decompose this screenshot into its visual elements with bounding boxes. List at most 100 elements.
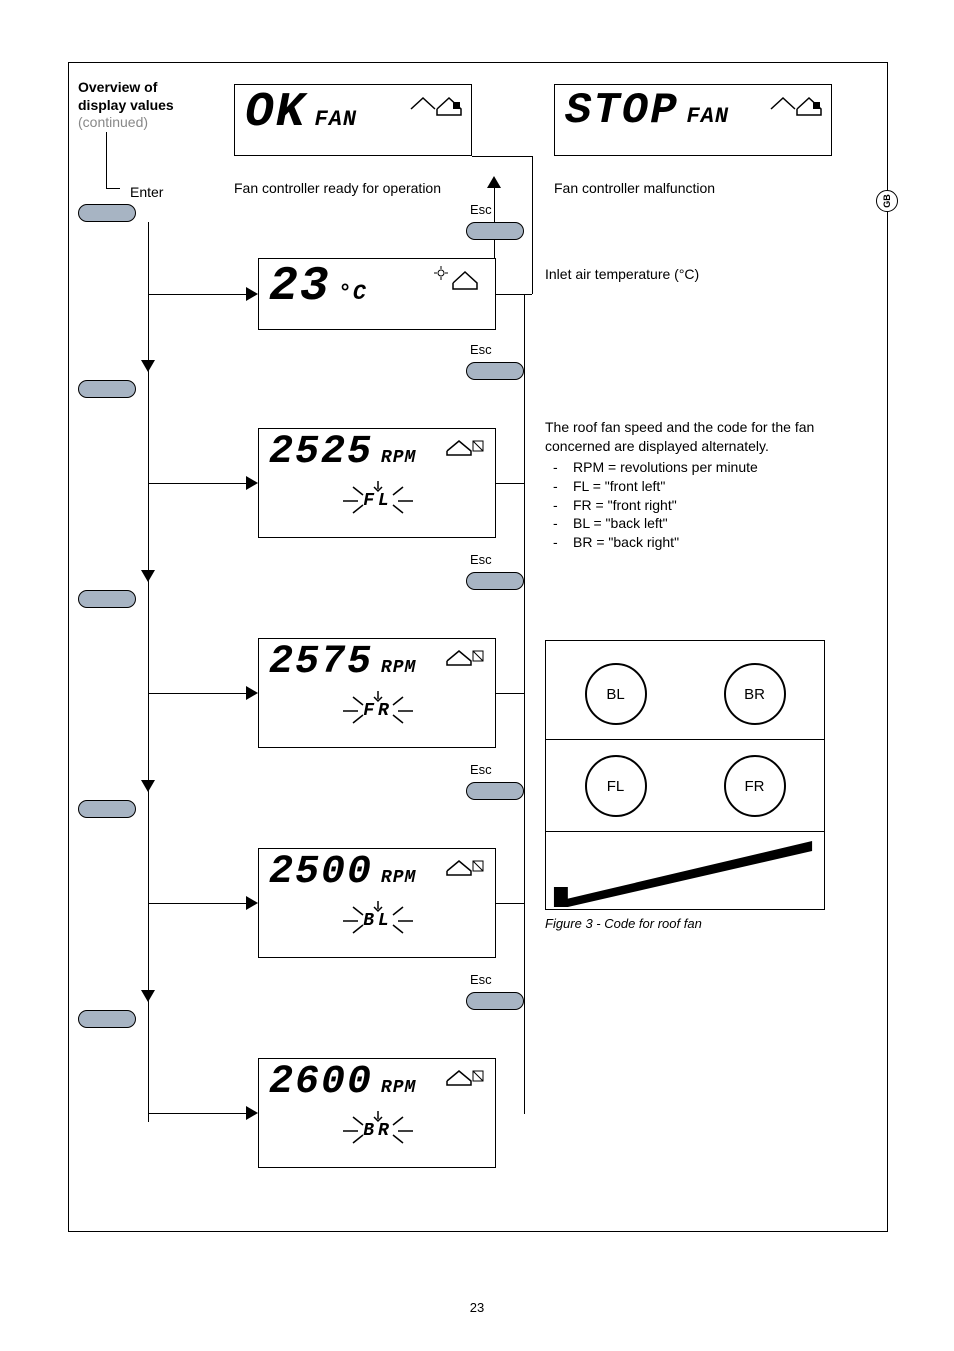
fan-fl: FL <box>585 755 647 817</box>
section-title-line2: display values <box>78 97 174 113</box>
lcd-fr-main: 2575 <box>269 643 373 683</box>
language-code: GB <box>882 194 892 208</box>
divider <box>546 739 824 740</box>
connector <box>148 1113 246 1114</box>
lcd-fl-main: 2525 <box>269 433 373 473</box>
rpm-description: The roof fan speed and the code for the … <box>545 418 845 554</box>
connector <box>148 693 246 694</box>
lcd-br: 2600 RPM BR <box>258 1058 496 1168</box>
esc-button[interactable] <box>466 782 524 800</box>
house-icon <box>443 855 487 877</box>
house-icon <box>443 1065 487 1087</box>
lcd-bl: 2500 RPM BL <box>258 848 496 958</box>
rpm-item: FL = "front left" <box>545 477 845 496</box>
cab-front-icon <box>546 829 824 909</box>
lcd-ok-caption: Fan controller ready for operation <box>234 180 441 196</box>
svg-text:FL: FL <box>363 491 393 511</box>
lcd-fl: 2525 RPM FL <box>258 428 496 538</box>
connector <box>496 294 532 295</box>
lcd-br-main: 2600 <box>269 1063 373 1103</box>
esc-button[interactable] <box>466 572 524 590</box>
connector <box>148 483 246 484</box>
down-arrow-icon <box>141 570 155 582</box>
lcd-stop: STOP FAN <box>554 84 832 156</box>
fan-bl: BL <box>585 663 647 725</box>
lcd-ok-unit: FAN <box>315 107 358 132</box>
lcd-fl-unit: RPM <box>381 448 416 468</box>
lcd-br-unit: RPM <box>381 1078 416 1098</box>
right-arrow-icon <box>246 287 258 301</box>
rpm-list: RPM = revolutions per minute FL = "front… <box>545 458 845 552</box>
svg-text:FR: FR <box>363 701 393 721</box>
fan-fr: FR <box>724 755 786 817</box>
nav-button[interactable] <box>78 1010 136 1028</box>
esc-button[interactable] <box>466 992 524 1010</box>
lcd-bl-main: 2500 <box>269 853 373 893</box>
up-arrow-icon <box>487 176 501 188</box>
fan-rays-icon: FR <box>318 689 438 725</box>
section-subtitle: (continued) <box>78 114 148 130</box>
right-arrow-icon <box>246 896 258 910</box>
svg-text:BL: BL <box>363 911 393 931</box>
lcd-temp-unit: °C <box>339 281 367 306</box>
nav-button[interactable] <box>78 800 136 818</box>
roof-caption: Figure 3 - Code for roof fan <box>545 916 702 931</box>
enter-button[interactable] <box>78 204 136 222</box>
rpm-item: BL = "back left" <box>545 514 845 533</box>
connector <box>496 483 524 484</box>
page-number: 23 <box>0 1300 954 1315</box>
lcd-fr-unit: RPM <box>381 658 416 678</box>
down-arrow-icon <box>141 990 155 1002</box>
lcd-temp: 23 °C <box>258 258 496 330</box>
house-sun-icon <box>433 265 487 291</box>
house-icon <box>409 91 463 117</box>
lcd-temp-main: 23 <box>269 263 331 311</box>
lcd-bl-sub: BL <box>269 899 487 942</box>
connector <box>148 294 246 295</box>
connector <box>106 132 107 188</box>
lcd-stop-unit: FAN <box>687 104 730 129</box>
fan-rays-icon: BR <box>318 1109 438 1145</box>
lcd-stop-main: STOP <box>565 89 679 133</box>
esc-label: Esc <box>470 342 492 357</box>
connector <box>496 903 524 904</box>
right-arrow-icon <box>246 1106 258 1120</box>
connector-esc-trunk <box>524 294 525 1114</box>
connector <box>106 188 120 189</box>
fan-br: BR <box>724 663 786 725</box>
rpm-intro: The roof fan speed and the code for the … <box>545 418 845 456</box>
language-tab: GB <box>876 190 898 212</box>
house-icon <box>443 435 487 457</box>
nav-button[interactable] <box>78 380 136 398</box>
esc-label: Esc <box>470 202 492 217</box>
esc-label: Esc <box>470 972 492 987</box>
connector <box>532 156 533 294</box>
rpm-item: RPM = revolutions per minute <box>545 458 845 477</box>
roof-fan-diagram: BL BR FL FR <box>545 640 825 910</box>
lcd-fr: 2575 RPM FR <box>258 638 496 748</box>
down-arrow-icon <box>141 780 155 792</box>
inlet-temp-label: Inlet air temperature (°C) <box>545 266 699 282</box>
section-title-line1: Overview of <box>78 79 157 95</box>
right-arrow-icon <box>246 686 258 700</box>
nav-button[interactable] <box>78 590 136 608</box>
lcd-ok-main: OK <box>245 89 307 137</box>
esc-label: Esc <box>470 762 492 777</box>
lcd-ok: OK FAN <box>234 84 472 156</box>
lcd-fl-sub: FL <box>269 479 487 522</box>
rpm-item: FR = "front right" <box>545 496 845 515</box>
connector <box>472 156 532 157</box>
lcd-bl-unit: RPM <box>381 868 416 888</box>
enter-label: Enter <box>130 184 163 200</box>
lcd-fr-sub: FR <box>269 689 487 732</box>
fan-rays-icon: FL <box>318 479 438 515</box>
lcd-stop-caption: Fan controller malfunction <box>554 180 715 196</box>
roof-row-front: FL FR <box>546 741 824 831</box>
esc-button[interactable] <box>466 362 524 380</box>
svg-text:BR: BR <box>363 1121 393 1141</box>
house-icon <box>769 91 823 117</box>
down-arrow-icon <box>141 360 155 372</box>
section-title: Overview of display values <box>78 78 174 114</box>
esc-button[interactable] <box>466 222 524 240</box>
connector <box>148 903 246 904</box>
